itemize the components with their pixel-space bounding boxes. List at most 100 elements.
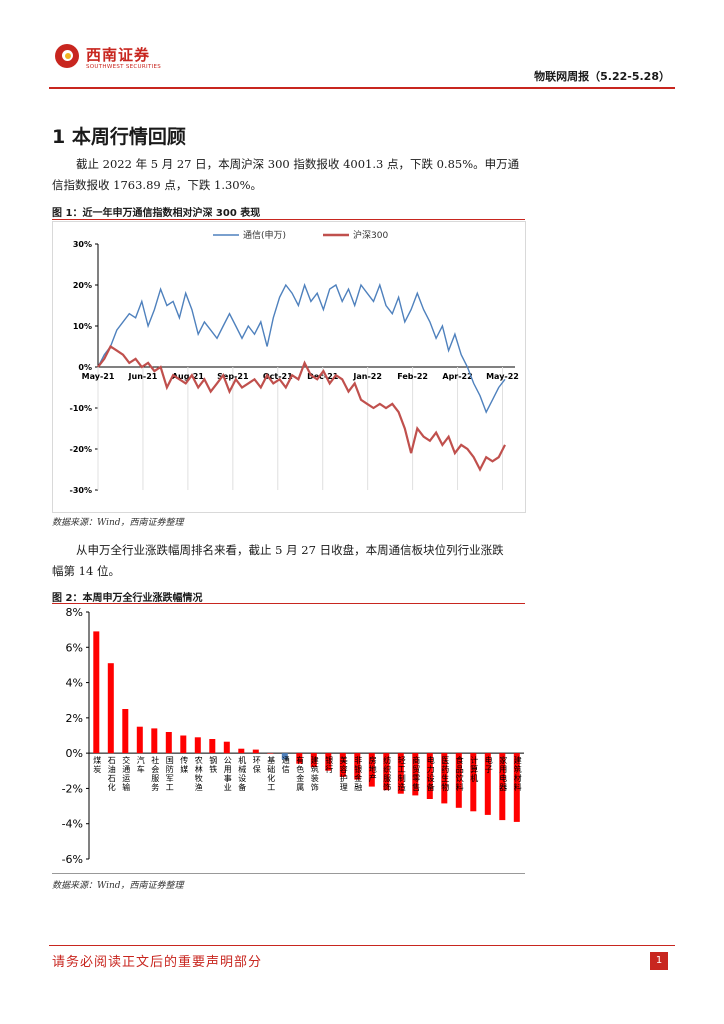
- y-tick-label: -4%: [62, 818, 83, 831]
- bar-22: [412, 753, 419, 796]
- footer-notice: 请务必阅读正文后的重要声明部分: [52, 955, 263, 970]
- bar-16: [325, 753, 332, 771]
- figure-1-source: 数据来源：Wind，西南证券整理: [52, 518, 184, 528]
- category-label: 有色金属: [296, 755, 304, 792]
- bar-24: [441, 753, 448, 804]
- category-label: 银行: [325, 755, 333, 774]
- bar-11: [252, 749, 259, 754]
- category-label: 电力设备: [427, 755, 435, 792]
- bar-4: [151, 728, 158, 754]
- category-label: 社会服务: [151, 755, 159, 792]
- bar-0: [93, 631, 100, 754]
- x-tick-label: Jun-21: [128, 372, 158, 381]
- category-label: 基础化工: [267, 755, 275, 792]
- paragraph-1-line-1: 截止 2022 年 5 月 27 日，本周沪深 300 指数报收 4001.3 …: [76, 157, 520, 171]
- bar-28: [499, 753, 506, 821]
- y-tick-label: 0%: [66, 747, 83, 760]
- category-label: 建筑装饰: [311, 755, 319, 792]
- y-tick-label: 6%: [66, 641, 83, 654]
- bar-21: [397, 753, 404, 794]
- x-tick-label: May-22: [486, 372, 519, 381]
- footer-rule: [49, 945, 675, 946]
- bar-13: [281, 753, 288, 760]
- bar-27: [484, 753, 491, 815]
- bar-3: [136, 726, 143, 754]
- category-label: 轻工制造: [398, 755, 406, 792]
- bar-19: [368, 753, 375, 787]
- y-tick-label: -2%: [62, 782, 83, 795]
- category-label: 商贸零售: [412, 755, 420, 792]
- figure-1-caption-rule: [52, 219, 525, 220]
- bar-17: [339, 753, 346, 777]
- figure-2-caption: 图 2：本周申万全行业涨跌幅情况: [52, 593, 203, 604]
- category-label: 房地产: [369, 755, 377, 783]
- bar-23: [426, 753, 433, 799]
- category-label: 医药生物: [441, 756, 449, 792]
- category-label: 国防军工: [166, 756, 174, 792]
- category-label: 环保: [253, 756, 261, 774]
- bar-8: [209, 739, 216, 754]
- category-label: 公用事业: [224, 756, 232, 792]
- x-tick-label: May-21: [82, 372, 115, 381]
- figure-2-bottom-rule: [52, 873, 525, 874]
- bar-9: [223, 741, 230, 754]
- paragraph-1-line-2: 信指数报收 1763.89 点，下跌 1.30%。: [52, 178, 263, 192]
- x-tick-label: Sep-21: [217, 372, 249, 381]
- figure-1-caption: 图 1：近一年申万通信指数相对沪深 300 表现: [52, 208, 261, 219]
- category-label: 石油石化: [108, 756, 116, 792]
- y-tick-label: 10%: [73, 322, 92, 331]
- figure-2-caption-rule: [52, 603, 525, 604]
- category-label: 通信: [282, 755, 290, 774]
- y-tick-label: 30%: [73, 240, 92, 249]
- series-line-tongxin: [97, 282, 506, 414]
- figure-1-frame: 30% 20% 10% 0% -10% -20% -30% May-21 Jun-21 Aug-2…: [52, 221, 526, 513]
- header-rule: [49, 87, 675, 89]
- category-label: 机械设备: [238, 755, 246, 792]
- figure-2-frame: 8% 6% 4% 2% 0% -2% -4% -6% 煤炭 石油石化 交通运输 汽车 社会服务 国防军工传…: [52, 604, 526, 872]
- bar-20: [383, 753, 390, 791]
- y-tick-label: 0%: [78, 363, 92, 372]
- paragraph-1: 截止 2022 年 5 月 27 日，本周沪深 300 指数报收 4001.3 …: [52, 154, 672, 196]
- category-label: 家用电器: [499, 755, 507, 792]
- legend-label: 通信(申万): [243, 229, 286, 241]
- category-label: 钢铁: [209, 755, 217, 774]
- line-chart: 30% 20% 10% 0% -10% -20% -30% May-21 Jun-21 Aug-2…: [70, 229, 519, 495]
- figure-2-source: 数据来源：Wind，西南证券整理: [52, 881, 184, 891]
- section-title: 1 本周行情回顾: [52, 126, 186, 148]
- category-label: 美容护理: [340, 755, 348, 792]
- category-label: 非银金融: [354, 755, 362, 792]
- category-label: 食品饮料: [456, 755, 464, 792]
- bar-18: [354, 753, 361, 780]
- category-label: 汽车: [137, 755, 145, 774]
- bar-1: [107, 663, 114, 754]
- y-tick-label: 8%: [66, 606, 83, 619]
- paragraph-2: 从申万全行业涨跌幅周排名来看，截止 5 月 27 日收盘，本周通信板块位列行业涨…: [52, 540, 672, 582]
- x-tick-label: Oct-21: [263, 372, 293, 381]
- legend-label: 沪深300: [353, 229, 388, 241]
- bar-6: [180, 735, 187, 754]
- series-line-hs300: [97, 344, 506, 472]
- logo-text: 西南证券: [86, 46, 151, 64]
- bar-7: [194, 737, 201, 754]
- paragraph-2-line-2: 幅第 14 位。: [52, 564, 120, 578]
- bar-26: [470, 753, 477, 812]
- y-tick-label: -6%: [62, 853, 83, 866]
- paragraph-2-line-1: 从申万全行业涨跌幅周排名来看，截止 5 月 27 日收盘，本周通信板块位列行业涨…: [76, 543, 504, 557]
- category-label: 建筑材料: [514, 755, 522, 792]
- report-title: 物联网周报（5.22-5.28）: [534, 70, 670, 83]
- category-label: 传媒: [180, 755, 188, 774]
- y-tick-label: -30%: [70, 486, 92, 495]
- y-tick-label: 4%: [66, 677, 83, 690]
- bar-29: [513, 753, 520, 822]
- bar-15: [310, 753, 317, 768]
- category-label: 计算机: [470, 755, 478, 783]
- x-tick-label: Dec-21: [307, 372, 339, 381]
- bar-12: [267, 753, 274, 754]
- category-label: 交通运输: [122, 755, 130, 792]
- x-tick-label: Aug-21: [172, 372, 205, 381]
- bar-chart: 8% 6% 4% 2% 0% -2% -4% -6% 煤炭石油石化交通运输汽车社会服务国防军工传…: [62, 606, 524, 866]
- category-label: 煤炭: [93, 755, 101, 774]
- bar-25: [455, 753, 462, 808]
- y-tick-label: 20%: [73, 281, 92, 290]
- category-label: 电子: [485, 755, 493, 774]
